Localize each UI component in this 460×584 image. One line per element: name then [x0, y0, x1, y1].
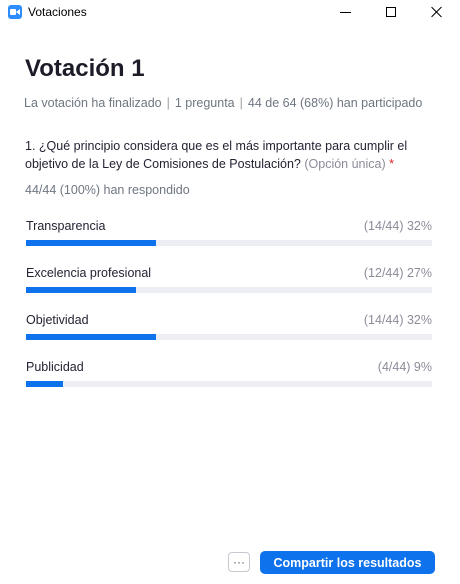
- question-body: 1. ¿Qué principio considera que es el má…: [25, 139, 408, 171]
- option-stat: (12/44) 27%: [363, 266, 432, 280]
- maximize-button[interactable]: [368, 0, 414, 24]
- option-bar-fill: [26, 334, 156, 340]
- option-bar-fill: [26, 287, 136, 293]
- meta-separator: |: [166, 96, 170, 110]
- title-bar: Votaciones: [0, 0, 460, 24]
- minimize-button[interactable]: [322, 0, 368, 24]
- answered-count: 44/44 (100%) han respondido: [25, 183, 190, 197]
- ellipsis-icon: ···: [233, 555, 245, 569]
- maximize-icon: [386, 7, 396, 17]
- option-stat: (14/44) 32%: [363, 219, 432, 233]
- required-mark: *: [389, 157, 395, 171]
- option-bar-track: [26, 287, 432, 293]
- option-stat: (14/44) 32%: [363, 313, 432, 327]
- option-bar-fill: [26, 381, 63, 387]
- meta-separator: |: [239, 96, 243, 110]
- minimize-icon: [339, 11, 351, 13]
- poll-option-transparencia: Transparencia (14/44) 32%: [26, 219, 432, 249]
- zoom-video-icon: [8, 5, 22, 19]
- poll-status: La votación ha finalizado: [24, 96, 162, 110]
- option-label: Excelencia profesional: [26, 266, 152, 280]
- option-label: Publicidad: [26, 360, 84, 374]
- poll-meta: La votación ha finalizado | 1 pregunta | 44 …: [24, 96, 437, 110]
- poll-option-publicidad: Publicidad (4/44) 9%: [26, 360, 432, 390]
- option-label: Objetividad: [26, 313, 89, 327]
- more-options-button[interactable]: ···: [228, 552, 250, 572]
- poll-option-excelencia: Excelencia profesional (12/44) 27%: [26, 266, 432, 296]
- option-stat: (4/44) 9%: [377, 360, 432, 374]
- option-bar-track: [26, 381, 432, 387]
- option-label: Transparencia: [26, 219, 106, 233]
- option-bar-fill: [26, 240, 156, 246]
- question-text: 1. ¿Qué principio considera que es el má…: [25, 137, 435, 173]
- option-bar-track: [26, 334, 432, 340]
- option-bar-track: [26, 240, 432, 246]
- poll-participants: 44 de 64 (68%) han participado: [247, 96, 423, 110]
- share-results-button[interactable]: Compartir los resultados: [260, 551, 435, 574]
- question-hint: (Opción única): [304, 157, 386, 171]
- close-icon: [431, 6, 443, 18]
- poll-question-count: 1 pregunta: [174, 96, 235, 110]
- poll-title: Votación 1: [25, 55, 145, 82]
- close-button[interactable]: [414, 0, 460, 24]
- window-title: Votaciones: [28, 5, 87, 19]
- poll-option-objetividad: Objetividad (14/44) 32%: [26, 313, 432, 343]
